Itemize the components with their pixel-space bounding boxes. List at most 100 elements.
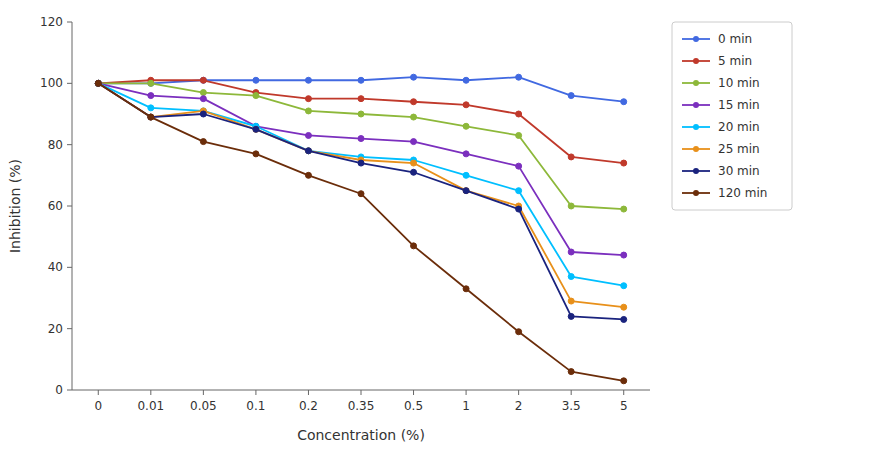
point: [358, 96, 364, 102]
point: [358, 160, 364, 166]
point: [463, 286, 469, 292]
point: [253, 126, 259, 132]
point: [463, 123, 469, 129]
point: [200, 96, 206, 102]
point: [95, 80, 101, 86]
point: [411, 114, 417, 120]
y-tick: [67, 267, 72, 268]
x-tick: [255, 390, 256, 395]
chart: 02040608010012000.010.050.10.20.350.5123…: [0, 0, 872, 454]
y-tick: [67, 390, 72, 391]
y-axis-line: [72, 22, 73, 390]
y-tick-label: 80: [48, 138, 63, 152]
y-tick: [67, 206, 72, 207]
y-tick-label: 40: [48, 260, 63, 274]
legend-marker: [693, 168, 699, 174]
point: [516, 111, 522, 117]
point: [358, 191, 364, 197]
x-axis-label: Concentration (%): [297, 427, 425, 443]
point: [95, 80, 101, 86]
point: [516, 74, 522, 80]
point: [621, 316, 627, 322]
point: [305, 148, 311, 154]
point: [568, 274, 574, 280]
point: [621, 206, 627, 212]
legend-marker: [693, 146, 699, 152]
point: [411, 74, 417, 80]
point: [621, 283, 627, 289]
point: [148, 80, 154, 86]
x-tick: [361, 390, 362, 395]
point: [568, 154, 574, 160]
point: [621, 252, 627, 258]
point: [253, 93, 259, 99]
point: [95, 80, 101, 86]
point: [568, 93, 574, 99]
point: [253, 151, 259, 157]
point: [95, 80, 101, 86]
x-tick-label: 0.35: [348, 399, 375, 413]
legend-label: 20 min: [718, 120, 760, 134]
point: [95, 80, 101, 86]
point: [305, 148, 311, 154]
x-tick: [98, 390, 99, 395]
point: [568, 369, 574, 375]
series-line: [98, 83, 623, 209]
point: [305, 77, 311, 83]
x-tick: [623, 390, 624, 395]
point: [95, 80, 101, 86]
point: [568, 249, 574, 255]
y-tick-label: 100: [40, 76, 63, 90]
x-tick-label: 0: [94, 399, 102, 413]
point: [516, 206, 522, 212]
point: [463, 151, 469, 157]
x-tick-label: 0.5: [404, 399, 423, 413]
point: [200, 77, 206, 83]
x-tick: [571, 390, 572, 395]
point: [621, 304, 627, 310]
point: [305, 172, 311, 178]
y-tick: [67, 83, 72, 84]
point: [148, 114, 154, 120]
point: [463, 77, 469, 83]
x-tick: [203, 390, 204, 395]
point: [411, 99, 417, 105]
y-tick-label: 0: [55, 383, 63, 397]
series-line: [98, 80, 623, 163]
point: [411, 243, 417, 249]
legend-marker: [693, 190, 699, 196]
x-tick-label: 0.01: [137, 399, 164, 413]
y-tick-label: 20: [48, 322, 63, 336]
x-tick: [308, 390, 309, 395]
series-line: [98, 83, 623, 380]
y-tick-label: 120: [40, 15, 63, 29]
point: [516, 329, 522, 335]
point: [200, 77, 206, 83]
point: [358, 136, 364, 142]
x-tick-label: 0.2: [299, 399, 318, 413]
x-tick-label: 1: [462, 399, 470, 413]
x-tick-label: 3.5: [562, 399, 581, 413]
point: [95, 80, 101, 86]
point: [95, 80, 101, 86]
point: [411, 169, 417, 175]
series-line: [98, 83, 623, 319]
point: [200, 111, 206, 117]
point: [358, 111, 364, 117]
x-tick-label: 5: [620, 399, 628, 413]
point: [148, 114, 154, 120]
y-tick: [67, 144, 72, 145]
legend-frame: [672, 22, 792, 210]
legend-label: 120 min: [718, 186, 767, 200]
point: [463, 102, 469, 108]
x-tick-label: 0.1: [246, 399, 265, 413]
point: [411, 160, 417, 166]
point: [148, 93, 154, 99]
point: [148, 105, 154, 111]
legend: 0 min5 min10 min15 min20 min25 min30 min…: [672, 22, 792, 210]
point: [621, 160, 627, 166]
point: [568, 298, 574, 304]
point: [148, 114, 154, 120]
x-tick: [518, 390, 519, 395]
point: [200, 90, 206, 96]
